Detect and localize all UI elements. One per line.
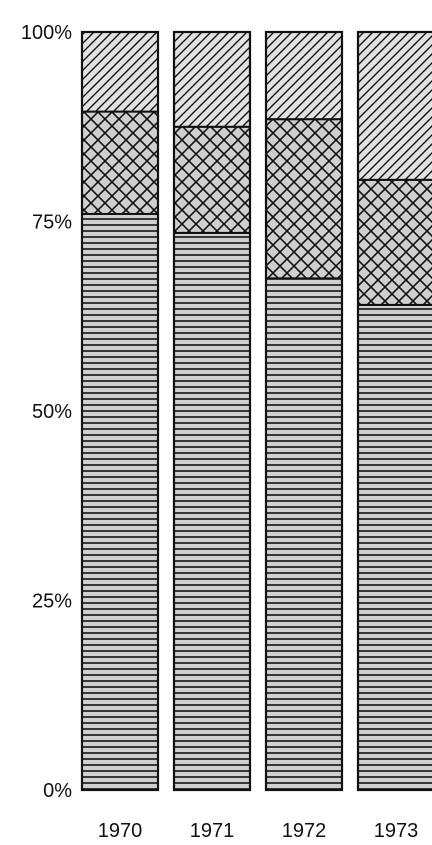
bar-segment-crosshatch bbox=[357, 178, 432, 306]
y-tick-label: 75% bbox=[32, 212, 72, 234]
x-axis-labels: 1970 1971 1972 1973 bbox=[98, 820, 419, 842]
bar-group-1970 bbox=[80, 30, 160, 792]
bar-segment-diagonal-lines bbox=[357, 31, 432, 181]
x-category-label: 1972 bbox=[282, 820, 327, 842]
bar-segment-diagonal-lines bbox=[265, 31, 343, 121]
bar-outline bbox=[80, 30, 160, 792]
x-category-label: 1973 bbox=[374, 820, 419, 842]
bar-group-1971 bbox=[172, 30, 252, 792]
bar-segment-horizontal-lines bbox=[265, 277, 343, 791]
y-tick-label: 50% bbox=[32, 401, 72, 423]
bar-group-1972 bbox=[264, 30, 344, 792]
bar-segment-horizontal-lines bbox=[173, 231, 251, 791]
bar-segment-horizontal-lines bbox=[81, 212, 159, 792]
bar-segment-diagonal-lines bbox=[81, 31, 159, 113]
y-tick-label: 100% bbox=[21, 22, 72, 44]
y-tick-label: 0% bbox=[43, 780, 72, 802]
y-tick-label: 25% bbox=[32, 591, 72, 613]
bar-segment-crosshatch bbox=[81, 110, 159, 215]
bar-segment-horizontal-lines bbox=[357, 303, 432, 791]
bar-outline bbox=[264, 30, 344, 792]
x-category-label: 1970 bbox=[98, 820, 143, 842]
bar-segment-diagonal-lines bbox=[173, 31, 251, 128]
x-category-label: 1971 bbox=[190, 820, 235, 842]
y-axis-ticks: 0% 25% 50% 75% 100% bbox=[21, 22, 72, 802]
bars-group bbox=[80, 30, 432, 792]
bar-outline bbox=[172, 30, 252, 792]
bar-outline bbox=[356, 30, 432, 792]
bar-segment-crosshatch bbox=[173, 125, 251, 234]
bar-segment-crosshatch bbox=[265, 118, 343, 280]
bar-group-1973 bbox=[356, 30, 432, 792]
